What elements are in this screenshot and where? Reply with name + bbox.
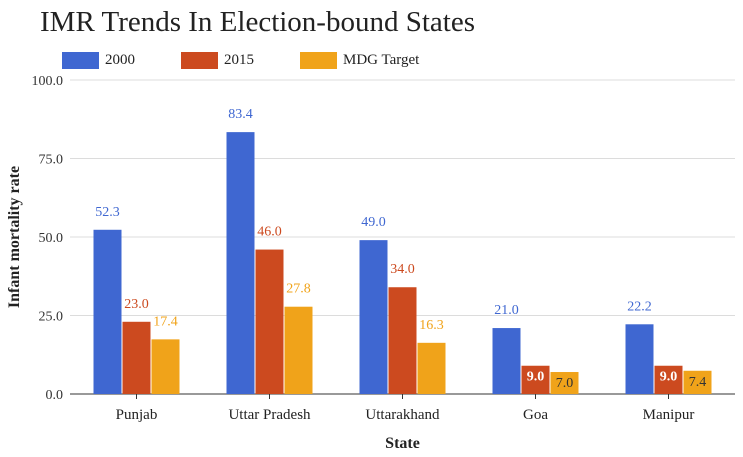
x-tick-label: Goa [523,407,548,423]
data-label: 9.0 [527,370,545,385]
chart-title: IMR Trends In Election-bound States [40,6,475,38]
x-tick-label: Manipur [643,407,695,423]
legend-swatch-2015 [181,51,218,69]
legend-swatch-2000 [62,51,99,69]
data-label: 22.2 [627,299,652,314]
data-label: 46.0 [257,225,282,240]
bar [255,249,284,394]
bar [492,328,521,394]
bar [122,321,151,394]
legend-label-mdg-target: MDG Target [343,51,420,68]
y-tick-label: 100.0 [32,74,64,89]
bar [359,240,388,394]
data-label: 52.3 [95,205,120,220]
legend: 2000 2015 MDG Target [62,49,465,71]
y-tick-label: 25.0 [39,310,64,325]
bar [226,132,255,394]
legend-item-2000[interactable]: 2000 [62,51,135,69]
legend-item-mdg-target[interactable]: MDG Target [300,51,420,69]
data-label: 21.0 [494,303,519,318]
legend-item-2015[interactable]: 2015 [181,51,254,69]
legend-label-2000: 2000 [105,51,135,68]
data-label: 17.4 [153,314,178,329]
x-tick-label: Uttar Pradesh [228,407,311,423]
bar [284,306,313,394]
y-tick-label: 0.0 [46,388,64,403]
data-label: 16.3 [419,318,444,333]
bar [388,287,417,394]
data-label: 7.0 [556,376,574,391]
bar [683,370,712,394]
y-tick-label: 75.0 [39,153,64,168]
bar [550,372,579,394]
bar [654,365,683,394]
bar [625,324,654,394]
data-label: 34.0 [390,262,415,277]
data-label: 27.8 [286,282,311,297]
legend-label-2015: 2015 [224,51,254,68]
x-tick-label: Uttarakhand [365,407,440,423]
legend-swatch-mdg-target [300,51,337,69]
data-label: 7.4 [689,375,707,390]
x-axis-title: State [385,435,420,452]
bar [417,342,446,394]
data-label: 83.4 [228,107,253,122]
bar [93,229,122,394]
y-axis-title: Infant mortality rate [6,166,23,308]
data-label: 49.0 [361,215,386,230]
x-tick-label: Punjab [116,407,158,423]
bar [151,339,180,394]
data-label: 23.0 [124,297,149,312]
data-label: 9.0 [660,370,678,385]
bar [521,365,550,394]
y-tick-label: 50.0 [39,231,64,246]
